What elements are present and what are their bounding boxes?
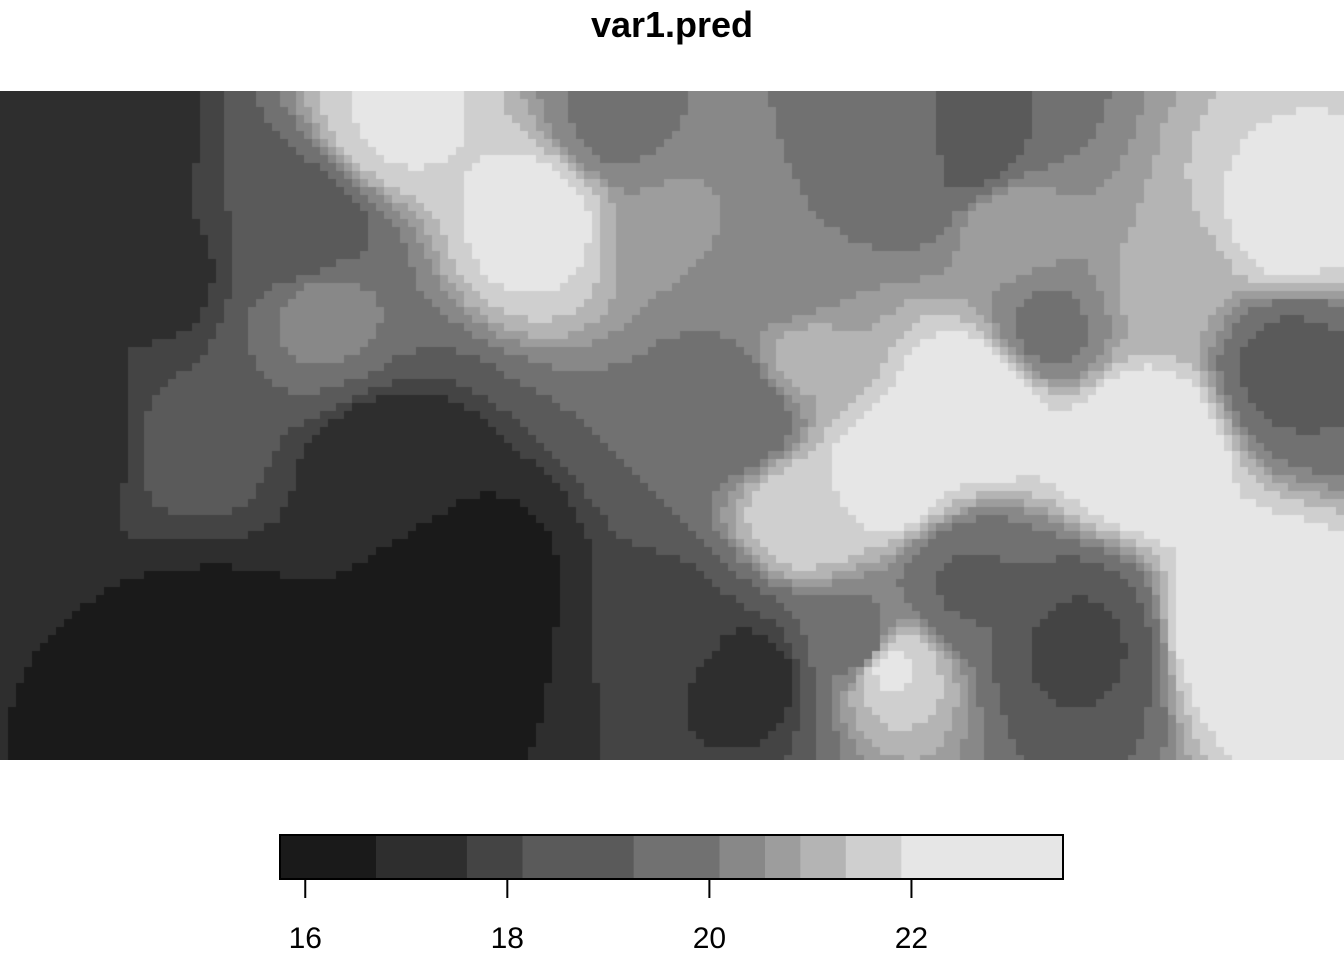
legend-bin-4: [633, 835, 720, 879]
color-legend: 16 18 20 22: [279, 834, 1064, 955]
legend-bin-5: [719, 835, 766, 879]
prediction-raster: [0, 91, 1344, 760]
legend-tick-label: 16: [289, 922, 322, 955]
legend-bin-2: [466, 835, 523, 879]
legend-bin-8: [845, 835, 902, 879]
chart-title: var1.pred: [590, 4, 754, 45]
legend-tick-label: 20: [693, 922, 726, 955]
legend-ticks: 16 18 20 22: [289, 879, 928, 955]
legend-tick-label: 22: [895, 922, 928, 955]
legend-bin-7: [800, 835, 847, 879]
legend-tick-label: 18: [491, 922, 524, 955]
legend-bin-1: [375, 835, 468, 879]
legend-color-bins: [280, 835, 1064, 879]
legend-bin-9: [901, 835, 1064, 879]
legend-bin-3: [522, 835, 635, 879]
legend-bin-6: [764, 835, 801, 879]
legend-bin-0: [280, 835, 377, 879]
legend-frame: [279, 834, 1064, 880]
